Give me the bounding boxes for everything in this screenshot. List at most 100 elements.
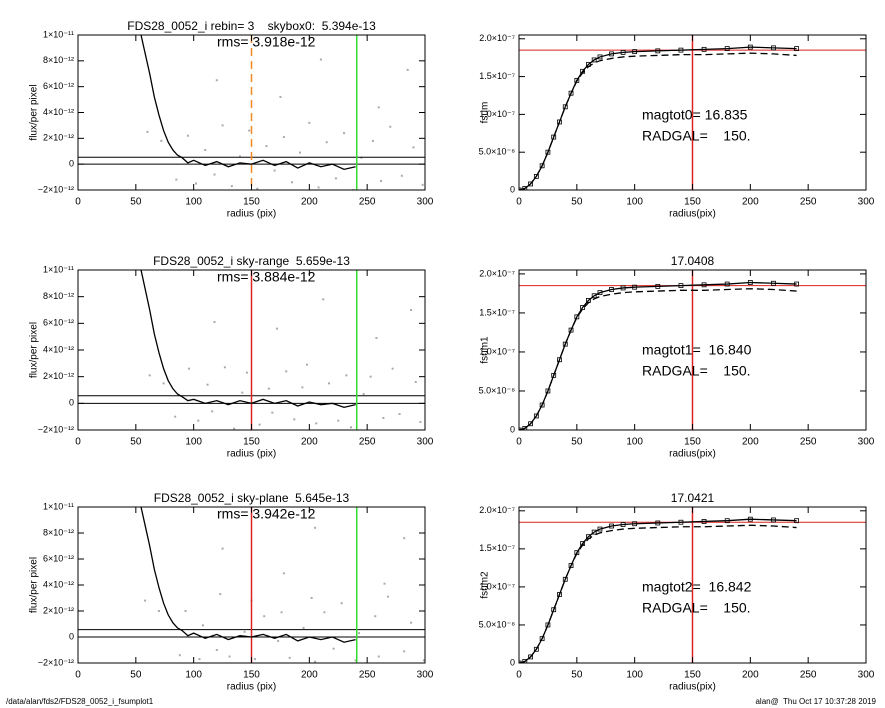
- x-tick-label: 250: [359, 670, 376, 681]
- series-marker: [794, 518, 799, 524]
- x-tick-label: 300: [858, 437, 875, 448]
- series-marker: [557, 357, 562, 363]
- plot-area: [519, 35, 866, 190]
- series-marker: [568, 90, 574, 96]
- scatter-point: [263, 615, 266, 618]
- y-tick-label: 1.0×10⁻⁷: [479, 346, 515, 356]
- chart-title: 17.0421: [671, 491, 715, 505]
- scatter-point: [178, 654, 181, 657]
- plot-area: [519, 507, 866, 663]
- scatter-point: [398, 413, 401, 415]
- series-marker: [747, 44, 753, 50]
- scatter-point: [314, 660, 317, 663]
- y-tick-label: 2×10⁻¹²: [43, 605, 74, 615]
- y-tick-label: 5.0×10⁻⁸: [479, 619, 516, 629]
- annotation: RADGAL= 150.: [642, 363, 751, 379]
- scatter-point: [174, 415, 177, 418]
- x-tick-label: 100: [626, 437, 643, 448]
- scatter-point: [332, 647, 335, 650]
- scatter-point: [337, 419, 340, 422]
- scatter-point: [248, 129, 251, 132]
- scatter-point: [148, 374, 151, 377]
- x-tick-label: 50: [571, 197, 583, 208]
- scatter-point: [422, 659, 425, 662]
- x-tick-label: 0: [516, 670, 522, 681]
- y-axis-label: fsum: [480, 102, 491, 124]
- scatter-point: [421, 183, 424, 186]
- x-tick-label: 50: [130, 670, 142, 681]
- scatter-point: [243, 630, 246, 633]
- scatter-point: [308, 121, 311, 124]
- y-tick-label: 4×10⁻¹²: [43, 107, 74, 117]
- series-marker: [747, 516, 753, 522]
- scatter-point: [194, 182, 197, 185]
- y-tick-label: 1.5×10⁻⁷: [479, 307, 515, 317]
- scatter-point: [241, 391, 244, 394]
- scatter-point: [406, 68, 409, 71]
- scatter-point: [188, 367, 191, 370]
- scatter-point: [146, 130, 149, 133]
- series-marker: [724, 518, 730, 524]
- x-tick-label: 0: [75, 670, 81, 681]
- scatter-point: [275, 327, 278, 330]
- series-line: [140, 507, 356, 643]
- series-marker: [724, 281, 730, 287]
- x-tick-label: 100: [185, 437, 202, 448]
- x-tick-label: 150: [684, 670, 701, 681]
- series-marker: [632, 521, 638, 527]
- series-marker: [620, 49, 626, 55]
- scatter-point: [175, 178, 178, 181]
- y-tick-label: 6×10⁻¹²: [43, 318, 74, 328]
- scatter-point: [380, 179, 383, 182]
- x-tick-label: 0: [75, 197, 81, 208]
- series-marker: [747, 280, 753, 285]
- annotation: rms= 3.884e-12: [217, 269, 316, 285]
- scatter-point: [360, 156, 363, 159]
- series-marker: [591, 293, 597, 299]
- series-marker: [528, 654, 533, 660]
- series-line: [140, 35, 356, 171]
- scatter-point: [258, 423, 261, 426]
- y-tick-label: 8×10⁻¹²: [43, 291, 74, 301]
- scatter-point: [233, 427, 236, 430]
- series-marker: [655, 283, 661, 289]
- x-tick-label: 50: [130, 197, 142, 208]
- scatter-point: [285, 370, 288, 373]
- series-marker: [655, 520, 661, 526]
- y-tick-label: 1.0×10⁻⁷: [479, 581, 515, 591]
- series-marker: [528, 421, 533, 427]
- scatter-point: [245, 371, 248, 374]
- scatter-point: [282, 136, 285, 139]
- scatter-point: [410, 621, 413, 624]
- series-marker: [724, 46, 730, 52]
- scatter-point: [211, 410, 214, 413]
- y-axis-label: fsum1: [480, 336, 491, 364]
- scatter-point: [412, 146, 415, 149]
- x-tick-label: 250: [359, 437, 376, 448]
- scatter-point: [375, 337, 378, 339]
- scatter-point: [358, 632, 361, 635]
- chart-title: 17.0408: [671, 254, 715, 268]
- series-marker: [562, 341, 568, 347]
- series-marker: [771, 45, 776, 51]
- x-tick-label: 150: [243, 197, 260, 208]
- scatter-point: [273, 169, 276, 172]
- annotation: magtot2= 16.842: [642, 579, 752, 595]
- y-tick-label: 2×10⁻¹²: [43, 371, 74, 381]
- y-tick-label: 0: [69, 631, 74, 641]
- scatter-point: [400, 174, 403, 177]
- scatter-point: [386, 595, 389, 598]
- series-marker: [609, 523, 614, 529]
- scatter-point: [371, 139, 374, 142]
- x-tick-label: 0: [516, 437, 522, 448]
- scatter-point: [391, 367, 394, 370]
- series-line: [519, 52, 797, 190]
- x-tick-label: 200: [742, 197, 759, 208]
- series-marker: [574, 314, 580, 320]
- chart-title: FDS28_0052_i sky-range 5.659e-13: [153, 254, 350, 268]
- annotation: rms= 3.942e-12: [217, 506, 316, 522]
- series-marker: [551, 607, 557, 613]
- series-marker: [655, 48, 661, 54]
- x-tick-label: 250: [800, 670, 817, 681]
- series-marker: [591, 57, 597, 63]
